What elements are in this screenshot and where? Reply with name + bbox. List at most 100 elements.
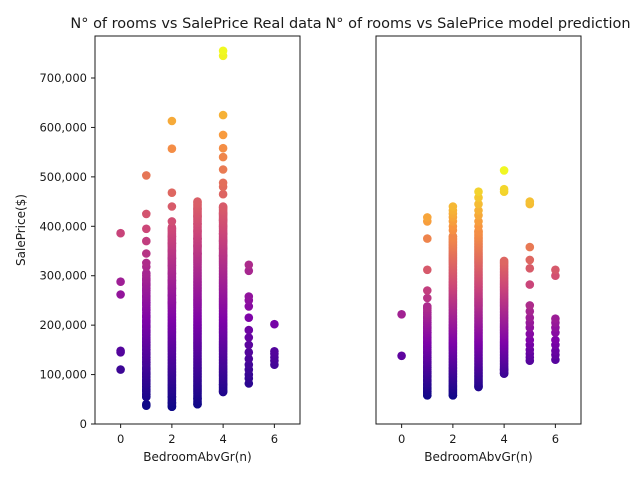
x-tick-label: 6 <box>271 432 278 446</box>
y-tick-label: 100,000 <box>39 368 87 382</box>
data-point <box>142 224 151 234</box>
chart-title-model: N° of rooms vs SalePrice model predictio… <box>325 16 630 32</box>
data-point <box>244 333 254 342</box>
y-tick-label: 600,000 <box>39 120 87 134</box>
data-point <box>525 242 535 252</box>
data-point <box>525 329 535 339</box>
y-tick-label: 400,000 <box>39 219 87 233</box>
data-point <box>525 197 535 206</box>
x-tick-label: 4 <box>219 432 226 446</box>
data-point <box>218 46 228 56</box>
data-point <box>525 313 535 323</box>
data-point <box>167 217 177 226</box>
model-plot-frame <box>375 35 582 425</box>
data-point <box>499 184 509 194</box>
x-tick-label: 2 <box>168 432 175 446</box>
data-point <box>167 116 177 126</box>
data-point <box>423 234 432 243</box>
data-point <box>525 301 535 310</box>
data-point <box>551 314 560 324</box>
data-point <box>116 277 125 287</box>
data-point <box>218 130 228 140</box>
chart-title-real: N° of rooms vs SalePrice Real data <box>70 16 321 32</box>
data-point <box>551 346 560 356</box>
data-point <box>116 290 125 299</box>
x-tick-label: 2 <box>449 432 456 446</box>
data-point <box>499 256 509 266</box>
data-point <box>423 265 432 275</box>
data-point <box>244 360 254 370</box>
data-point <box>244 292 254 301</box>
data-point <box>244 266 254 276</box>
data-point <box>244 260 254 270</box>
data-point <box>448 202 458 211</box>
data-point <box>167 223 177 232</box>
data-point <box>474 193 483 202</box>
data-point <box>167 188 177 197</box>
data-point <box>525 335 535 345</box>
data-point <box>397 310 406 319</box>
data-point <box>270 347 279 356</box>
data-point <box>218 178 228 188</box>
data-point <box>423 213 432 222</box>
data-point <box>551 335 560 345</box>
data-point <box>244 340 254 350</box>
data-point <box>142 236 151 246</box>
data-point <box>167 144 177 153</box>
real-data-points <box>116 46 279 412</box>
data-point <box>244 313 254 323</box>
data-point <box>423 293 432 303</box>
data-point <box>142 209 151 219</box>
data-point <box>525 255 535 265</box>
data-point <box>142 399 151 409</box>
data-point <box>142 268 151 278</box>
data-point <box>244 325 254 335</box>
x-axis-label-real: BedroomAbvGr(n) <box>143 450 251 464</box>
data-point <box>551 265 560 275</box>
x-tick-label: 0 <box>117 432 124 446</box>
data-point <box>218 202 228 211</box>
data-point <box>116 346 125 356</box>
data-point <box>218 143 228 153</box>
data-point <box>474 217 483 226</box>
data-point <box>525 280 535 289</box>
model-prediction-scatter-panel: N° of rooms vs SalePrice model predictio… <box>325 16 630 464</box>
data-point <box>244 354 254 364</box>
model-prediction-points <box>397 166 560 400</box>
model-x-ticks: 0 2 4 6 <box>398 424 559 446</box>
data-point <box>167 202 177 211</box>
y-tick-label: 0 <box>80 417 87 431</box>
data-point <box>142 171 151 180</box>
data-point <box>474 206 483 215</box>
data-point <box>423 286 432 295</box>
y-axis-label-real: SalePrice($) <box>14 194 28 266</box>
real-y-ticks: 0 100,000 200,000 300,000 400,000 500,000 600,… <box>39 71 95 431</box>
real-x-ticks: 0 2 4 6 <box>117 424 278 446</box>
data-point <box>142 258 151 268</box>
y-tick-label: 300,000 <box>39 269 87 283</box>
data-point <box>474 199 483 209</box>
real-plot-frame <box>94 35 301 425</box>
data-point <box>218 110 228 120</box>
data-point <box>218 165 228 174</box>
data-point <box>525 307 535 316</box>
data-point <box>142 249 151 258</box>
x-axis-label-model: BedroomAbvGr(n) <box>424 450 532 464</box>
data-point <box>499 166 509 175</box>
data-point <box>448 231 458 241</box>
data-point <box>244 348 254 357</box>
x-tick-label: 4 <box>500 432 507 446</box>
y-tick-label: 200,000 <box>39 318 87 332</box>
data-point <box>270 319 279 329</box>
y-tick-label: 700,000 <box>39 71 87 85</box>
x-tick-label: 6 <box>552 432 559 446</box>
data-point <box>551 271 560 281</box>
data-point <box>474 187 483 196</box>
data-point <box>116 228 125 238</box>
data-point <box>397 351 406 361</box>
data-point <box>423 302 432 311</box>
data-point <box>218 189 228 199</box>
data-point <box>525 264 535 273</box>
